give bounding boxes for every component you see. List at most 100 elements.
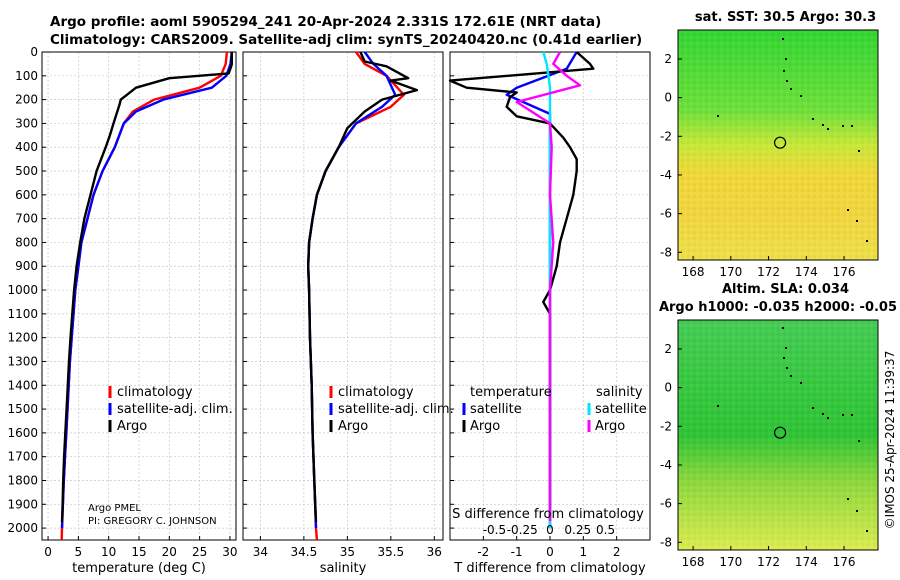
x-tick-label: 0 (44, 545, 52, 559)
island (856, 220, 858, 222)
figure-title-line2: Climatology: CARS2009. Satellite-adj cli… (50, 32, 643, 48)
top-tick-label: -0.5 (483, 523, 506, 537)
difference-panel: -2 -1 0 1 2 T difference from climatology temp… (448, 51, 651, 576)
x-axis-label: temperature (deg C) (72, 561, 206, 576)
y-tick-label: 1300 (7, 354, 38, 368)
y-tick-label: 1000 (7, 283, 38, 297)
island (866, 240, 868, 242)
legend-label: Argo (117, 419, 147, 434)
x-tick-label: 10 (101, 545, 116, 559)
map-x-tick-label: 176 (833, 265, 856, 279)
map-y-tick-label: -4 (660, 458, 672, 472)
island (786, 80, 788, 82)
stamp-text: ©IMOS 25-Apr-2024 11:39:37 (883, 351, 897, 530)
x-tick-label: 2 (613, 545, 621, 559)
island (812, 407, 814, 409)
map-y-tick-label: -4 (660, 168, 672, 182)
map-x-tick-label: 174 (795, 265, 818, 279)
island (783, 357, 785, 359)
x-tick-label: -2 (477, 545, 489, 559)
top-axis-label: S difference from climatology (452, 507, 644, 522)
figure-title-line1: Argo profile: aoml 5905294_241 20-Apr-20… (50, 14, 602, 30)
legend-label: satellite-adj. clim. (117, 402, 233, 417)
map-y-tick-label: 0 (664, 91, 672, 105)
island (851, 414, 853, 416)
map-y-tick-label: -2 (660, 419, 672, 433)
legend-header: salinity (596, 385, 643, 400)
x-tick-label: 25 (192, 545, 207, 559)
x-tick-label: 35.5 (377, 545, 404, 559)
map-y-tick-label: 0 (664, 381, 672, 395)
y-tick-label: 800 (15, 235, 38, 249)
top-tick-label: 0.25 (564, 523, 591, 537)
sla-map-title-1: Altim. SLA: 0.034 (722, 282, 849, 297)
island (717, 115, 719, 117)
island (785, 347, 787, 349)
sla-field-texture (678, 320, 878, 550)
legend-header: temperature (470, 385, 552, 400)
temperature-panel: 0 5 10 15 20 25 30 temperature (deg C) 0 100 200 30… (7, 45, 237, 576)
series-line-s-argo (515, 51, 582, 521)
y-tick-label: 1500 (7, 402, 38, 416)
legend-label: satellite (470, 402, 522, 417)
map-x-tick-label: 172 (757, 555, 780, 569)
island (842, 414, 844, 416)
plot-frame (242, 51, 444, 541)
x-tick-label: 30 (222, 545, 237, 559)
x-tick-label: 34.5 (291, 545, 318, 559)
island (858, 440, 860, 442)
y-tick-label: 100 (15, 69, 38, 83)
y-tick-label: 200 (15, 93, 38, 107)
island (847, 498, 849, 500)
credit-line1: Argo PMEL (88, 503, 141, 514)
y-tick-label: 1800 (7, 473, 38, 487)
island (827, 128, 829, 130)
x-tick-label: 1 (580, 545, 588, 559)
island (822, 124, 824, 126)
argo-location-marker (773, 426, 787, 439)
map-x-tick-label: 174 (795, 555, 818, 569)
series-line-climatology (60, 51, 229, 541)
y-tick-label: 1200 (7, 331, 38, 345)
x-tick-label: 5 (75, 545, 83, 559)
x-tick-label: 20 (162, 545, 177, 559)
legend-label: Argo (595, 419, 625, 434)
sst-map: 168 170 172 174 176 2 0 -2 -4 -6 -8 (660, 29, 879, 279)
island (847, 209, 849, 211)
series-line-argo (307, 51, 419, 523)
legend-label: Argo (470, 419, 500, 434)
x-tick-label: 0 (546, 545, 554, 559)
copyright-stamp: ©IMOS 25-Apr-2024 11:39:37 (883, 351, 897, 530)
island (786, 367, 788, 369)
salinity-panel: 34 34.5 35 35.5 36 salinity climatology satelli… (242, 51, 454, 576)
y-tick-label: 900 (15, 259, 38, 273)
sla-islands (717, 327, 868, 532)
legend-label: Argo (338, 419, 368, 434)
y-tick-label: 1400 (7, 378, 38, 392)
island (851, 125, 853, 127)
y-tick-label: 2000 (7, 521, 38, 535)
island (717, 405, 719, 407)
credit-line2: PI: GREGORY C. JOHNSON (88, 516, 217, 527)
island (822, 413, 824, 415)
island (827, 417, 829, 419)
sst-map-frame (677, 29, 879, 261)
top-tick-label: 0 (546, 523, 554, 537)
y-tick-label: 1900 (7, 497, 38, 511)
map-y-tick-label: -6 (660, 207, 672, 221)
island (790, 88, 792, 90)
island (842, 125, 844, 127)
map-x-tick-label: 168 (682, 265, 705, 279)
x-tick-label: 36 (427, 545, 442, 559)
top-tick-label: 0.5 (596, 523, 615, 537)
x-tick-label: 34 (253, 545, 268, 559)
y-tick-label: 700 (15, 212, 38, 226)
island (856, 510, 858, 512)
map-x-tick-label: 170 (719, 265, 742, 279)
sla-map-title-2: Argo h1000: -0.035 h2000: -0.05 (658, 300, 898, 315)
x-axis-label: salinity (320, 561, 367, 576)
legend-label: satellite-adj. clim. (338, 402, 454, 417)
map-y-tick-label: -2 (660, 129, 672, 143)
sla-map-frame (677, 319, 879, 551)
y-tick-label: 300 (15, 116, 38, 130)
